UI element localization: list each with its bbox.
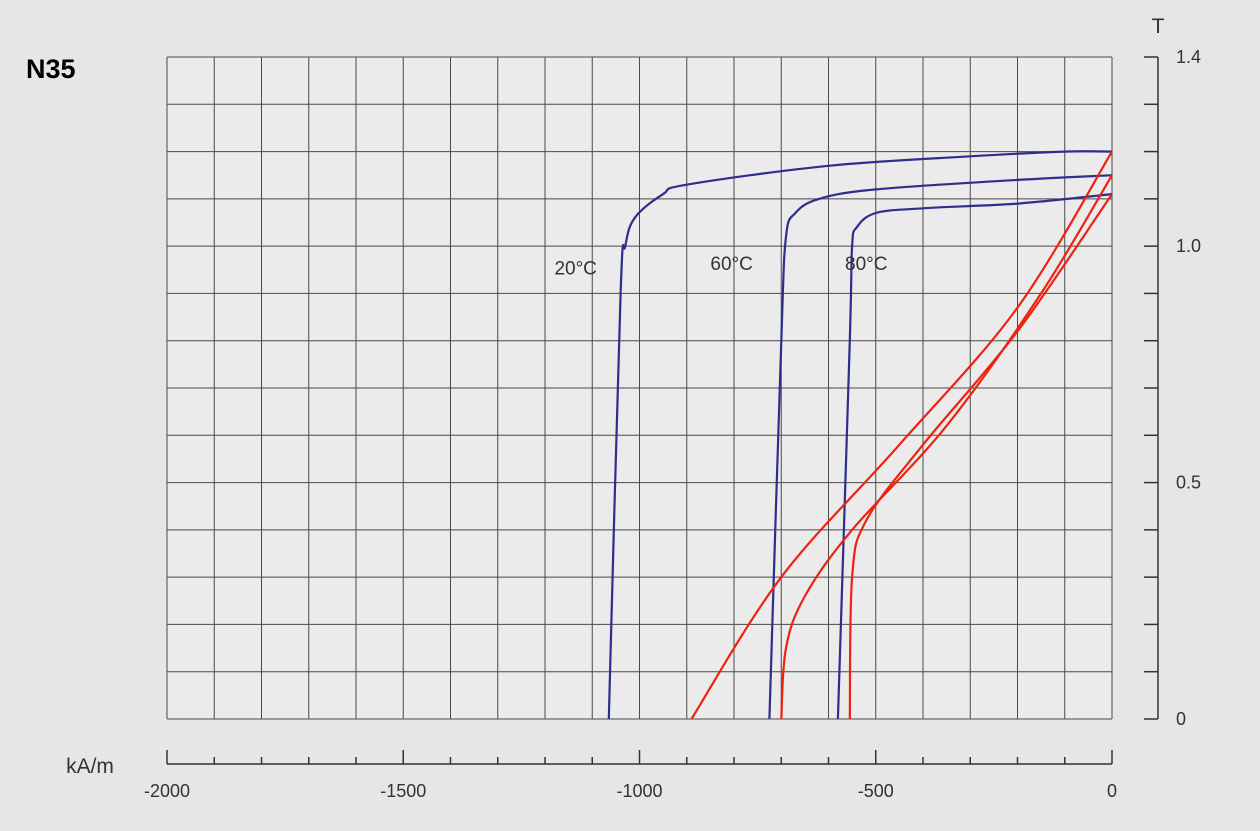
b-curve-5: [848, 193, 1113, 720]
y-tick-label: 1.4: [1176, 47, 1201, 67]
curve-label: 60°C: [710, 254, 752, 275]
y-tick-label: 0.5: [1176, 473, 1201, 493]
curves-layer: [607, 150, 1113, 720]
y-axis: 0 0.5 1.0 1.4: [1144, 47, 1201, 729]
curve-label: 80°C: [845, 254, 887, 275]
curve-label: 20°C: [554, 259, 596, 280]
curve-labels: 20°C 60°C 80°C: [554, 254, 887, 280]
x-tick-label: 0: [1107, 781, 1117, 801]
j-curve-60c: [768, 174, 1113, 720]
j-curve-20c: [607, 150, 1113, 720]
grid-lines: [166, 56, 1113, 720]
x-tick-label: -1500: [380, 781, 426, 801]
x-tick-label: -500: [858, 781, 894, 801]
b-curve-3: [690, 151, 1113, 720]
y-axis-label: T: [1152, 15, 1165, 38]
x-axis: -2000 -1500 -1000 -500 0: [144, 750, 1117, 801]
x-axis-label: kA/m: [66, 755, 114, 778]
j-curve-80c: [836, 193, 1113, 720]
y-tick-label: 0: [1176, 709, 1186, 729]
y-tick-label: 1.0: [1176, 236, 1201, 256]
chart-title: N35: [26, 54, 76, 84]
x-tick-label: -2000: [144, 781, 190, 801]
x-tick-label: -1000: [616, 781, 662, 801]
